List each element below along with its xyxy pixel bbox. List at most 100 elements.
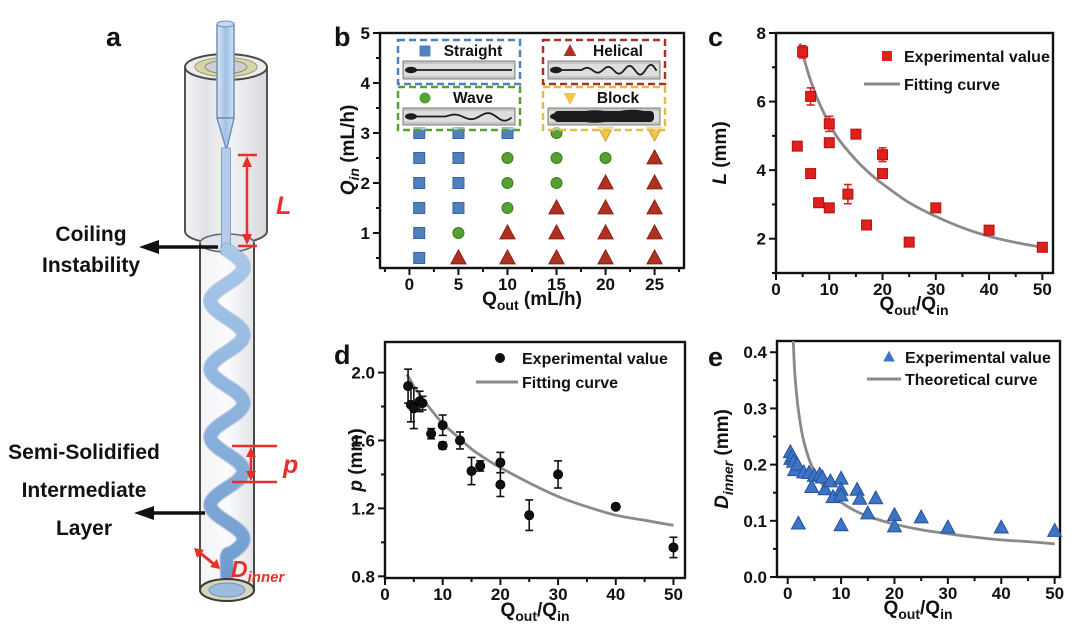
- x-tick-label: 20: [873, 280, 892, 299]
- data-point-helical: [499, 223, 516, 240]
- data-point-experimental-value: [903, 236, 915, 248]
- legend-label: Experimental value: [905, 350, 1051, 367]
- data-point-helical: [548, 198, 565, 215]
- y-tick-label: 2.0: [351, 364, 375, 383]
- inset-marker-straight: [419, 45, 431, 57]
- x-tick-label: 40: [980, 280, 999, 299]
- data-point-helical: [597, 248, 614, 265]
- inset-marker-wave: [419, 92, 431, 104]
- data-point-experimental-value: [1046, 522, 1063, 537]
- panel-b-chart: 0 5 10 15 20 25 1 2 3 4 5 Straight Helical Wave Block Q…: [338, 24, 686, 313]
- x-tick-label: 30: [938, 584, 957, 603]
- panel-d-chart: 0 10 20 30 40 50 0.8 1.2 1.6 2.0 Experimental valu…: [346, 340, 687, 624]
- data-point-helical: [646, 173, 663, 190]
- panel-a-schematic: L p Dinner Coiling Instability Semi-Soli…: [8, 20, 298, 602]
- data-point-experimental-value: [803, 478, 820, 493]
- data-point-experimental-value: [437, 420, 448, 431]
- data-point-wave: [550, 177, 563, 189]
- legend-label: Experimental value: [904, 49, 1050, 66]
- fit-curve: [405, 373, 674, 527]
- data-point-wave: [501, 202, 514, 214]
- data-point-experimental-value: [993, 519, 1010, 534]
- data-point-experimental-value: [437, 440, 448, 451]
- data-point-experimental-value: [823, 202, 835, 214]
- y-tick-label: 2: [361, 174, 370, 193]
- y-tick-label: 0.4: [743, 343, 767, 362]
- data-point-experimental-value: [417, 398, 428, 409]
- data-point-experimental-value: [791, 140, 803, 152]
- x-tick-label: 10: [498, 275, 517, 294]
- x-tick-label: 0: [405, 275, 414, 294]
- x-tick-label: 15: [547, 275, 566, 294]
- plot-frame: [774, 31, 1055, 275]
- data-point-experimental-value: [913, 508, 929, 524]
- x-tick-label: 30: [549, 585, 568, 604]
- data-point-experimental-value: [850, 128, 862, 140]
- data-point-wave: [501, 152, 514, 164]
- data-point-straight: [452, 152, 465, 164]
- data-point-experimental-value: [1036, 241, 1048, 253]
- data-point-helical: [646, 198, 663, 215]
- data-point-experimental-value: [823, 118, 835, 130]
- panel-label-a: a: [106, 22, 122, 52]
- data-point-helical: [646, 248, 663, 265]
- layer-label-line2: Intermediate: [22, 479, 147, 502]
- layer-label-line3: Layer: [56, 517, 112, 540]
- length-annotation: [238, 153, 257, 248]
- x-axis-label: Qout/Qin: [879, 294, 948, 316]
- data-point-experimental-value: [797, 46, 809, 58]
- pitch-annotation: [232, 444, 277, 484]
- data-point-experimental-value: [668, 542, 679, 553]
- panel-c-chart: 0 10 20 30 40 50 2 4 6 8 Experimental value Fitting…: [710, 24, 1055, 316]
- data-point-experimental-value: [861, 219, 873, 231]
- x-tick-label: 10: [820, 280, 839, 299]
- data-point-experimental-value: [426, 428, 437, 439]
- data-point-helical: [499, 248, 516, 265]
- data-point-straight: [452, 202, 465, 214]
- layer-label-line1: Semi-Solidified: [8, 441, 160, 464]
- jet-length-symbol: L: [276, 192, 291, 220]
- panel-e-chart: 0 10 20 30 40 50 0.0 0.1 0.2 0.3 0.4 Experimental v…: [712, 339, 1064, 622]
- legend-label: Fitting curve: [522, 375, 618, 392]
- data-point-experimental-value: [817, 480, 833, 496]
- x-tick-label: 0: [771, 280, 780, 299]
- legend-marker: [883, 350, 895, 362]
- data-point-experimental-value: [877, 149, 889, 161]
- data-point-experimental-value: [805, 90, 817, 102]
- data-point-experimental-value: [833, 516, 849, 532]
- y-tick-label: 3: [361, 124, 370, 143]
- x-tick-label: 40: [992, 584, 1011, 603]
- y-tick-label: 1.2: [351, 499, 375, 518]
- legend-label: Experimental value: [522, 351, 668, 368]
- y-tick-label: 6: [757, 93, 766, 112]
- y-axis-label: Qin (mL/h): [338, 105, 362, 196]
- x-tick-label: 0: [783, 584, 792, 603]
- data-point-experimental-value: [842, 188, 854, 200]
- y-tick-label: 4: [361, 74, 371, 93]
- tube-outline: [199, 243, 255, 590]
- data-point-experimental-value: [983, 224, 995, 236]
- y-axis-label: p (mm): [346, 428, 367, 492]
- data-point-experimental-value: [408, 403, 419, 414]
- data-point-helical: [597, 173, 614, 190]
- inset-label: Wave: [453, 90, 493, 107]
- inset-label: Block: [597, 90, 640, 107]
- data-point-straight: [413, 202, 426, 214]
- plot-frame: [383, 340, 687, 580]
- y-tick-label: 5: [361, 24, 370, 43]
- inset-label: Helical: [593, 43, 643, 60]
- x-axis-label: Qout (mL/h): [482, 289, 582, 313]
- y-tick-label: 0.1: [743, 512, 767, 531]
- x-tick-label: 40: [606, 585, 625, 604]
- data-point-wave: [550, 152, 563, 164]
- data-point-experimental-value: [930, 202, 942, 214]
- y-tick-label: 1: [361, 224, 370, 243]
- y-axis-label: L (mm): [710, 121, 731, 184]
- legend-label: Theoretical curve: [905, 372, 1038, 389]
- legend-marker: [882, 51, 892, 61]
- data-point-experimental-value: [940, 519, 956, 534]
- y-tick-label: 0.2: [743, 456, 767, 475]
- inset-label: Straight: [444, 43, 503, 60]
- data-point-straight: [413, 177, 426, 189]
